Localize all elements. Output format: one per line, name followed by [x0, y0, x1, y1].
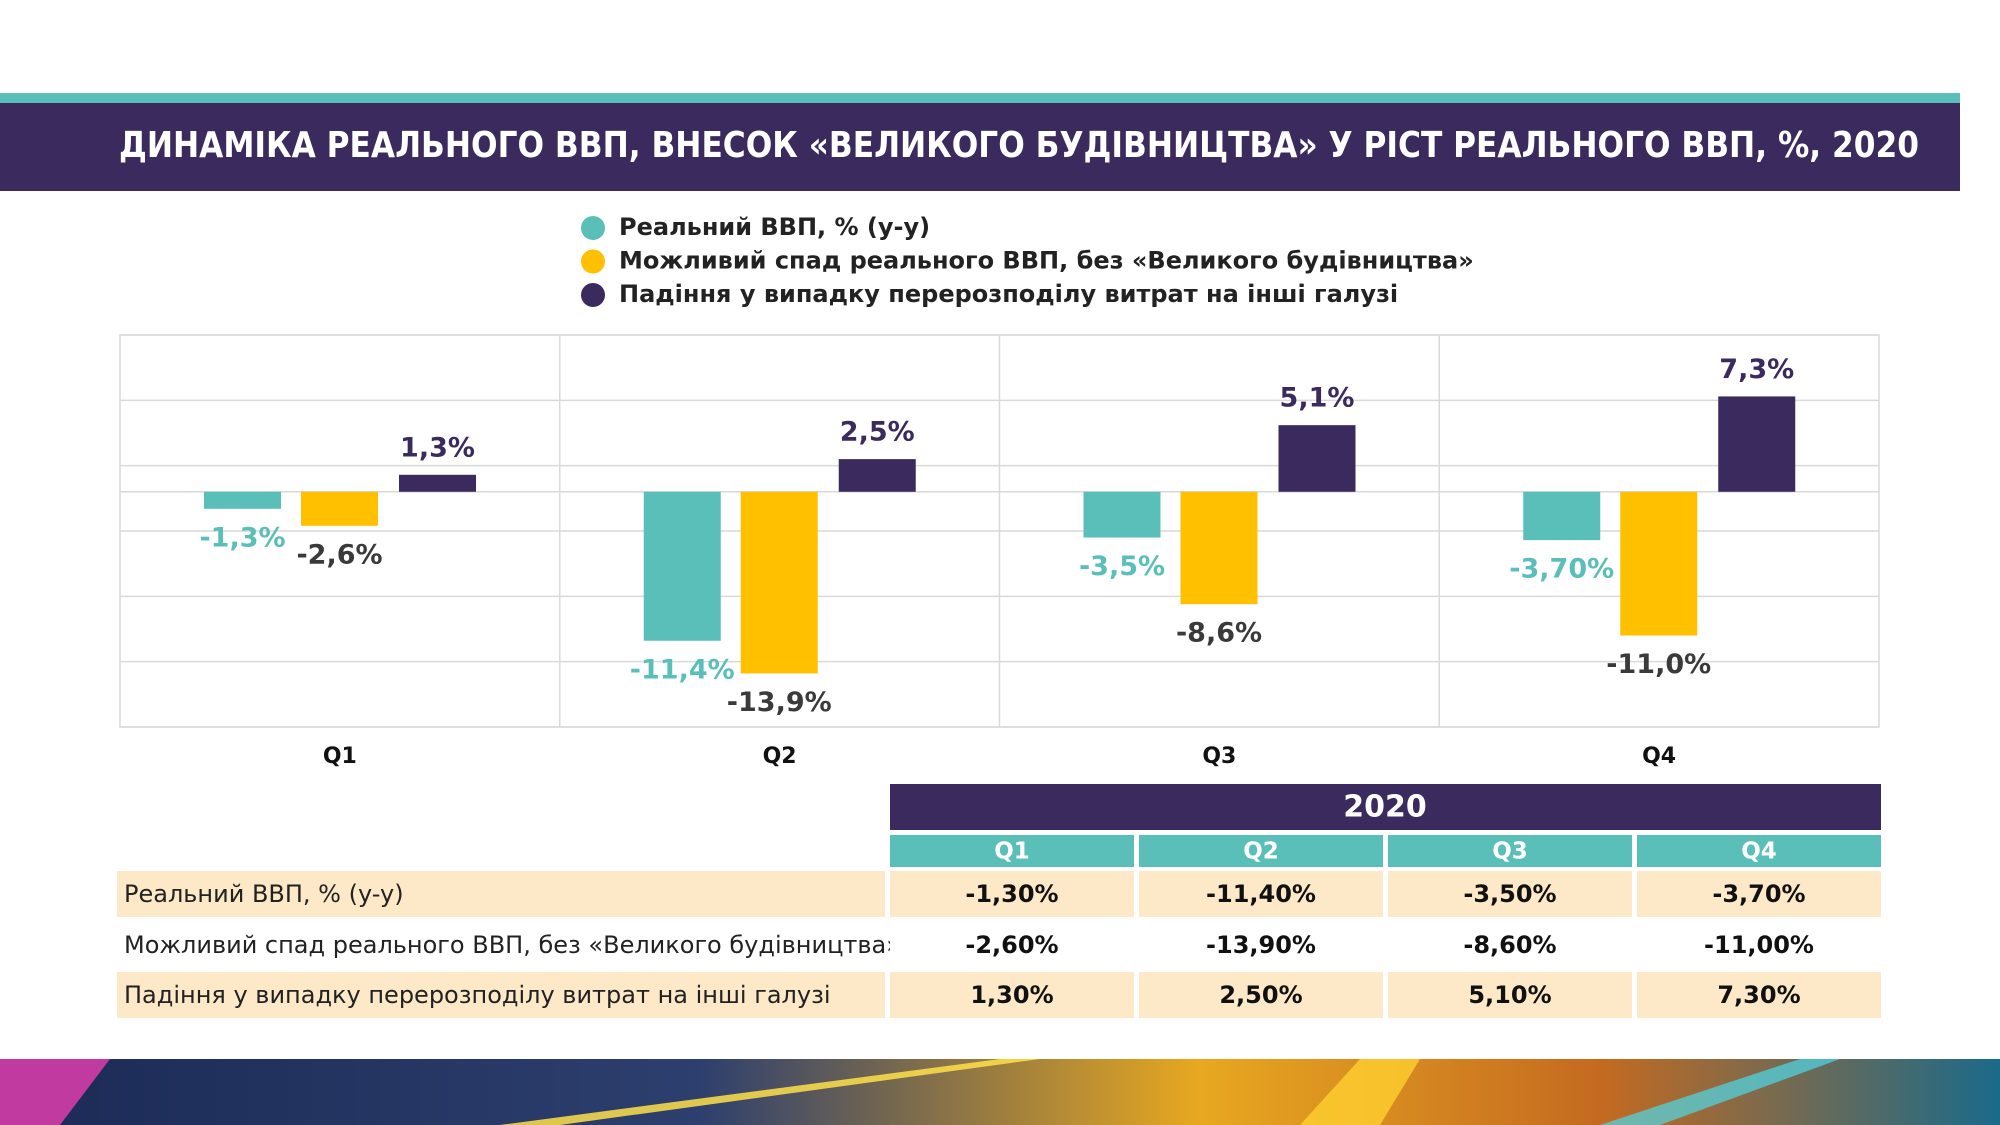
data-label: -8,6% [1176, 618, 1262, 649]
bar [1620, 491, 1698, 636]
table-cell-bg [1637, 922, 1881, 968]
table-year-bar [890, 784, 1881, 830]
bar [1718, 396, 1796, 492]
data-label: 2,5% [840, 417, 915, 448]
table-row-label-cell [117, 922, 885, 968]
table-column-header-cell [1388, 835, 1632, 867]
table-row-label-cell [117, 871, 885, 917]
table-cell: 7,30% [1717, 981, 1800, 1009]
data-label: 5,1% [1280, 383, 1355, 414]
accent-line [0, 93, 1960, 103]
table-cell: 1,30% [970, 981, 1053, 1009]
x-tick-label: Q2 [763, 744, 797, 769]
table-cell-bg [1388, 972, 1632, 1018]
table-cell-bg [890, 972, 1134, 1018]
table-cell: -8,60% [1463, 931, 1556, 959]
data-label: -1,3% [199, 522, 285, 553]
table-row-label: Можливий спад реального ВВП, без «Велико… [124, 931, 901, 959]
bar [740, 491, 818, 674]
bar [204, 491, 281, 509]
table-cell: -3,70% [1712, 880, 1805, 908]
table-column-header-cell [890, 835, 1134, 867]
bar [838, 459, 916, 492]
table-column-header: Q3 [1492, 839, 1528, 865]
bar [301, 491, 378, 526]
table-cell-bg [1139, 871, 1383, 917]
data-label: -11,0% [1606, 649, 1711, 680]
legend-swatch [581, 249, 605, 274]
table-cell: -13,90% [1206, 931, 1316, 959]
table-cell-bg [1637, 871, 1881, 917]
data-label: -11,4% [630, 654, 735, 685]
table-cell: 2,50% [1219, 981, 1302, 1009]
footer-band [0, 1059, 2000, 1125]
chart-title: ДИНАМІКА РЕАЛЬНОГО ВВП, ВНЕСОК «ВЕЛИКОГО… [119, 125, 1919, 166]
table-cell: -1,30% [965, 880, 1058, 908]
legend-label: Реальний ВВП, % (y-y) [619, 213, 930, 241]
table-column-header: Q4 [1741, 839, 1777, 865]
data-label: 1,3% [400, 432, 475, 463]
table-cell-bg [1139, 922, 1383, 968]
table-row-label: Реальний ВВП, % (y-y) [124, 880, 404, 908]
table-cell-bg [1388, 922, 1632, 968]
table-cell-bg [890, 871, 1134, 917]
legend-label: Можливий спад реального ВВП, без «Велико… [619, 247, 1474, 275]
table-cell: -3,50% [1463, 880, 1556, 908]
table-cell-bg [1637, 972, 1881, 1018]
table-cell-bg [1139, 972, 1383, 1018]
bar [1523, 491, 1601, 541]
table-row-label: Падіння у випадку перерозподілу витрат н… [124, 981, 831, 1009]
title-bar [0, 103, 1960, 191]
table-cell: -11,00% [1704, 931, 1814, 959]
table-row-label-cell [117, 972, 885, 1018]
table-column-header-cell [1637, 835, 1881, 867]
legend-label: Падіння у випадку перерозподілу витрат н… [619, 280, 1398, 308]
bar [1278, 425, 1356, 492]
x-tick-label: Q1 [323, 744, 357, 769]
table-cell: 5,10% [1468, 981, 1551, 1009]
bar [1180, 491, 1258, 605]
x-tick-label: Q4 [1642, 744, 1676, 769]
data-label: -3,70% [1509, 554, 1614, 585]
table-column-header-cell [1139, 835, 1383, 867]
data-label: -3,5% [1079, 551, 1165, 582]
bar [1083, 491, 1161, 538]
bar [399, 474, 476, 492]
table-cell-bg [1388, 871, 1632, 917]
data-label: 7,3% [1719, 354, 1794, 385]
table-column-header: Q1 [994, 839, 1030, 865]
x-tick-label: Q3 [1202, 744, 1236, 769]
data-label: -2,6% [296, 539, 382, 570]
table-year: 2020 [1343, 790, 1427, 825]
legend-swatch [581, 283, 605, 307]
table-cell-bg [890, 922, 1134, 968]
table-cell: -11,40% [1206, 880, 1316, 908]
table-column-header: Q2 [1243, 839, 1279, 865]
table-cell: -2,60% [965, 931, 1058, 959]
legend-swatch [581, 216, 605, 240]
data-label: -13,9% [727, 687, 832, 718]
bar [643, 491, 721, 641]
